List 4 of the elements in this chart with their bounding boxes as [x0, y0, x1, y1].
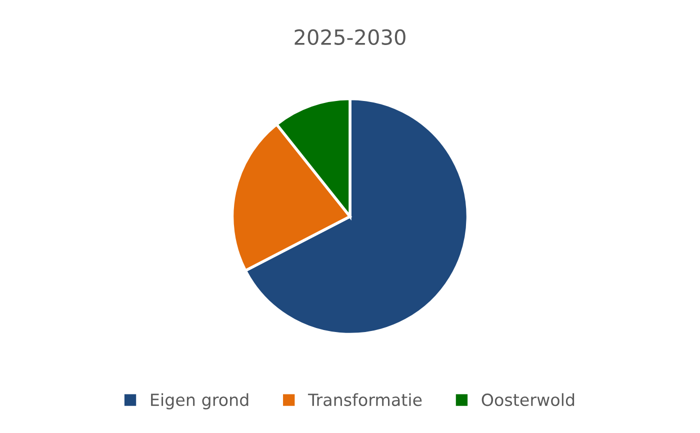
- legend-label: Oosterwold: [482, 393, 574, 406]
- chart-title: 2025-2030: [294, 29, 406, 46]
- legend-label: Transformatie: [308, 393, 422, 406]
- legend-label: Eigen grond: [151, 393, 248, 410]
